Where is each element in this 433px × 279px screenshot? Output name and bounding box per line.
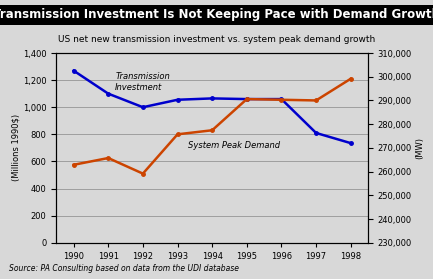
Text: Transmission
Investment: Transmission Investment bbox=[115, 72, 170, 92]
Text: US net new transmission investment vs. system peak demand growth: US net new transmission investment vs. s… bbox=[58, 35, 375, 44]
Text: Transmission Investment Is Not Keeping Pace with Demand Growth: Transmission Investment Is Not Keeping P… bbox=[0, 8, 433, 21]
Y-axis label: (Millions 1990$): (Millions 1990$) bbox=[11, 114, 20, 181]
Text: Source: PA Consulting based on data from the UDI database: Source: PA Consulting based on data from… bbox=[9, 264, 239, 273]
Text: System Peak Demand: System Peak Demand bbox=[188, 141, 280, 150]
Y-axis label: (MW): (MW) bbox=[415, 137, 424, 159]
